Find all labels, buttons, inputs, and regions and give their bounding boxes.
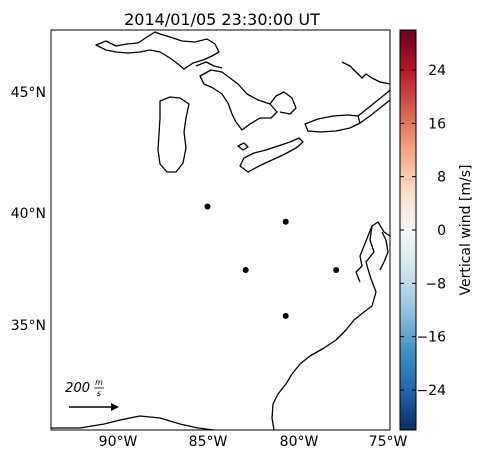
- map-frame: [50, 29, 391, 431]
- station-marker-4: [333, 267, 340, 273]
- colorbar-tick-label-2: 8: [437, 170, 446, 186]
- lake-superior-outline: [95, 31, 220, 70]
- lon-label-75w: 75°W: [369, 434, 408, 450]
- scale-arrow-head: [111, 403, 119, 411]
- coastlines: [51, 31, 390, 430]
- lat-label-40: 40°N: [11, 206, 46, 222]
- st-lawrence-line: [357, 89, 390, 117]
- chesapeake-line: [355, 225, 373, 283]
- colorbar-tick-label-6: −24: [416, 383, 446, 399]
- lat-label-35: 35°N: [11, 318, 46, 334]
- gulf-coast-line: [51, 415, 215, 430]
- scale-arrow-unit-num: m: [95, 378, 103, 387]
- colorbar-tick-label-4: −8: [425, 276, 446, 292]
- scale-arrow: 200 m s: [65, 378, 119, 411]
- st-lawrence-south-line: [359, 99, 390, 124]
- lake-huron-outline: [199, 69, 278, 131]
- colorbar-tick-label-3: 0: [437, 223, 446, 239]
- lake-erie-outline: [239, 137, 304, 173]
- delaware-bay-line: [379, 231, 389, 271]
- colorbar-label: Vertical wind [m/s]: [458, 165, 474, 296]
- colorbar-ticks: 24 16 8 0 −8 −16 −24: [400, 63, 446, 399]
- lake-stclair-outline: [237, 142, 249, 151]
- atlantic-coast-line: [271, 221, 390, 430]
- scale-arrow-value: 200: [65, 381, 90, 396]
- colorbar-tick-label-0: 24: [428, 63, 446, 79]
- station-marker-1: [204, 203, 211, 210]
- colorbar-tick-label-1: 16: [428, 116, 446, 132]
- lon-label-80w: 80°W: [280, 434, 319, 450]
- north-shore-line: [195, 61, 223, 69]
- lon-label-85w: 85°W: [189, 434, 228, 450]
- station-markers: [204, 203, 340, 319]
- colorbar: 24 16 8 0 −8 −16 −24 Vertical wind [m/s]: [399, 29, 474, 431]
- station-marker-3: [242, 267, 249, 273]
- map-title: 2014/01/05 23:30:00 UT: [124, 10, 320, 29]
- station-marker-2: [282, 218, 289, 225]
- scale-arrow-unit-den: s: [97, 389, 101, 398]
- station-marker-5: [282, 312, 289, 319]
- georgian-bay-line: [269, 91, 297, 115]
- colorbar-tick-label-5: −16: [416, 330, 446, 346]
- maine-coast-line: [341, 61, 390, 85]
- lon-label-90w: 90°W: [99, 434, 138, 450]
- lake-michigan-outline: [157, 96, 190, 173]
- lat-label-45: 45°N: [11, 85, 46, 101]
